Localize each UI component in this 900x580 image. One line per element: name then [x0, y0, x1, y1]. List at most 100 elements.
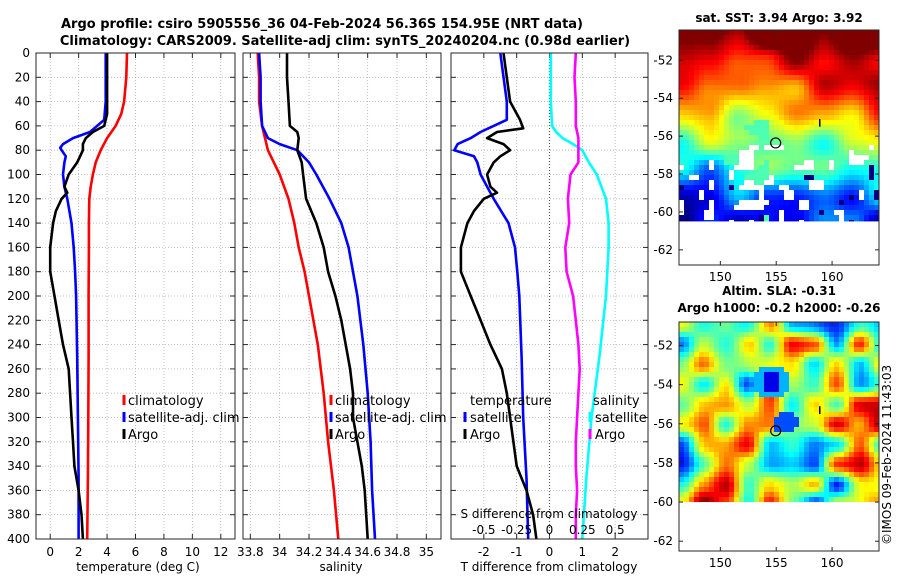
map-cell — [689, 497, 694, 502]
map-cell — [724, 342, 729, 347]
map-cell — [844, 497, 849, 502]
map-cell — [839, 322, 844, 327]
map-cell — [814, 140, 819, 145]
map-cell — [754, 200, 759, 205]
map-cell — [719, 392, 724, 397]
map-cell — [714, 70, 719, 75]
map-cell — [749, 50, 754, 55]
map-cell — [854, 120, 859, 125]
map-cell — [734, 155, 739, 160]
map-cell — [814, 80, 819, 85]
map-cell — [864, 70, 869, 75]
map-cell — [694, 85, 699, 90]
map-cell — [704, 80, 709, 85]
map-cell — [779, 392, 784, 397]
map-cell — [854, 125, 859, 130]
map-cell — [769, 120, 774, 125]
map-cell — [694, 75, 699, 80]
map-cell — [764, 165, 769, 170]
map-cell — [744, 215, 749, 220]
map-cell — [819, 35, 824, 40]
map-cell — [769, 482, 774, 487]
map-cell — [779, 205, 784, 210]
map-cell — [809, 492, 814, 497]
map-cell — [694, 165, 699, 170]
map-cell — [779, 30, 784, 35]
map-cell — [834, 85, 839, 90]
map-cell — [694, 100, 699, 105]
map-cell — [799, 412, 804, 417]
map-cell — [854, 392, 859, 397]
map-cell — [799, 387, 804, 392]
map-cell — [849, 412, 854, 417]
map-cell — [749, 100, 754, 105]
map-cell — [804, 467, 809, 472]
map-cell — [709, 205, 714, 210]
map-cell — [844, 347, 849, 352]
map-cell — [799, 50, 804, 55]
map-cell — [749, 155, 754, 160]
map-cell — [689, 397, 694, 402]
map-cell — [849, 437, 854, 442]
map-cell — [774, 352, 779, 357]
map-cell — [734, 190, 739, 195]
map-cell — [834, 200, 839, 205]
map-cell — [874, 342, 879, 347]
map-cell — [839, 105, 844, 110]
map-cell — [719, 437, 724, 442]
map-cell — [829, 477, 834, 482]
map-cell — [804, 437, 809, 442]
map-cell — [844, 437, 849, 442]
map-cell — [679, 170, 684, 175]
map-cell — [819, 30, 824, 35]
map-cell — [739, 442, 744, 447]
map-cell — [814, 50, 819, 55]
map-cell — [774, 407, 779, 412]
map-cell — [809, 120, 814, 125]
map-cell — [679, 135, 684, 140]
map-cell — [794, 382, 799, 387]
map-cell — [739, 190, 744, 195]
map-cell — [819, 412, 824, 417]
map-cell — [734, 220, 739, 222]
map-cell — [849, 75, 854, 80]
map-cell — [849, 85, 854, 90]
map-cell — [804, 347, 809, 352]
map-cell — [784, 30, 789, 35]
x-tick-label: 34.6 — [354, 545, 381, 559]
map-cell — [759, 447, 764, 452]
map-cell — [779, 75, 784, 80]
map-cell — [869, 40, 874, 45]
map-cell — [724, 90, 729, 95]
map-cell — [864, 195, 869, 200]
map-cell — [819, 115, 824, 120]
map-cell — [814, 195, 819, 200]
map-cell — [819, 40, 824, 45]
map-cell — [824, 65, 829, 70]
map-cell — [859, 437, 864, 442]
map-cell — [684, 447, 689, 452]
map-cell — [859, 482, 864, 487]
map-cell — [849, 155, 854, 160]
map-cell — [854, 30, 859, 35]
map-cell — [734, 467, 739, 472]
map-cell — [809, 140, 814, 145]
map-cell — [824, 160, 829, 165]
map-cell — [764, 205, 769, 210]
map-cell — [729, 65, 734, 70]
map-cell — [774, 140, 779, 145]
map-cell — [724, 185, 729, 190]
map-cell — [829, 367, 834, 372]
map-cell — [724, 412, 729, 417]
map-cell — [719, 195, 724, 200]
map-cell — [819, 55, 824, 60]
map-cell — [719, 190, 724, 195]
map-cell — [709, 372, 714, 377]
map-cell — [699, 362, 704, 367]
map-cell — [799, 170, 804, 175]
map-cell — [874, 210, 879, 215]
map-cell — [754, 397, 759, 402]
map-cell — [844, 35, 849, 40]
map-cell — [749, 165, 754, 170]
map-cell — [784, 467, 789, 472]
